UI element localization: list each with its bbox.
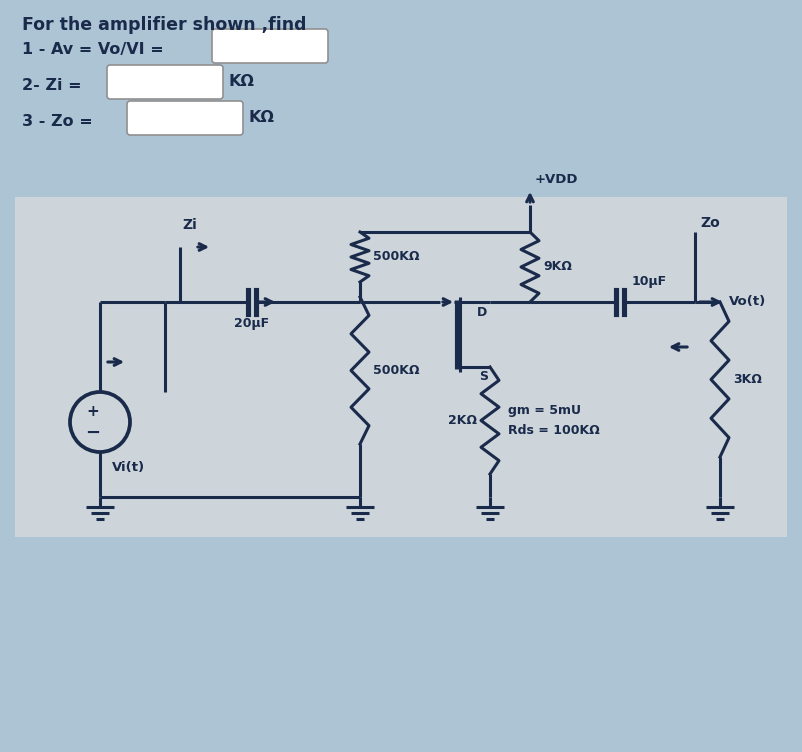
Text: KΩ: KΩ xyxy=(228,74,254,89)
Bar xyxy=(15,197,787,537)
Text: gm = 5mU: gm = 5mU xyxy=(508,404,581,417)
FancyBboxPatch shape xyxy=(107,65,223,99)
Text: 1 - Av = Vo/VI =: 1 - Av = Vo/VI = xyxy=(22,42,164,57)
Text: 2KΩ: 2KΩ xyxy=(448,414,477,427)
Text: 500KΩ: 500KΩ xyxy=(373,364,419,377)
Text: D: D xyxy=(477,306,487,319)
Text: 20μF: 20μF xyxy=(234,317,269,330)
Text: Vi(t): Vi(t) xyxy=(112,460,145,474)
Text: 3KΩ: 3KΩ xyxy=(733,373,762,386)
Text: Zo: Zo xyxy=(700,216,719,230)
Text: +: + xyxy=(87,404,99,419)
Text: Vo(t): Vo(t) xyxy=(729,296,766,308)
FancyBboxPatch shape xyxy=(127,101,243,135)
Text: Zi: Zi xyxy=(182,218,196,232)
Text: 3 - Zo =: 3 - Zo = xyxy=(22,114,93,129)
Text: 10μF: 10μF xyxy=(632,275,667,288)
Bar xyxy=(30,199,780,534)
Text: −: − xyxy=(86,424,100,442)
Text: KΩ: KΩ xyxy=(248,111,274,126)
Text: S: S xyxy=(480,370,488,383)
Text: 500KΩ: 500KΩ xyxy=(373,250,419,263)
FancyBboxPatch shape xyxy=(212,29,328,63)
Bar xyxy=(0,0,802,197)
Text: Rds = 100KΩ: Rds = 100KΩ xyxy=(508,424,600,437)
Text: +VDD: +VDD xyxy=(535,173,578,186)
Text: 9KΩ: 9KΩ xyxy=(543,260,572,274)
Text: 2- Zi =: 2- Zi = xyxy=(22,78,82,93)
Text: For the amplifier shown ,find: For the amplifier shown ,find xyxy=(22,16,306,34)
